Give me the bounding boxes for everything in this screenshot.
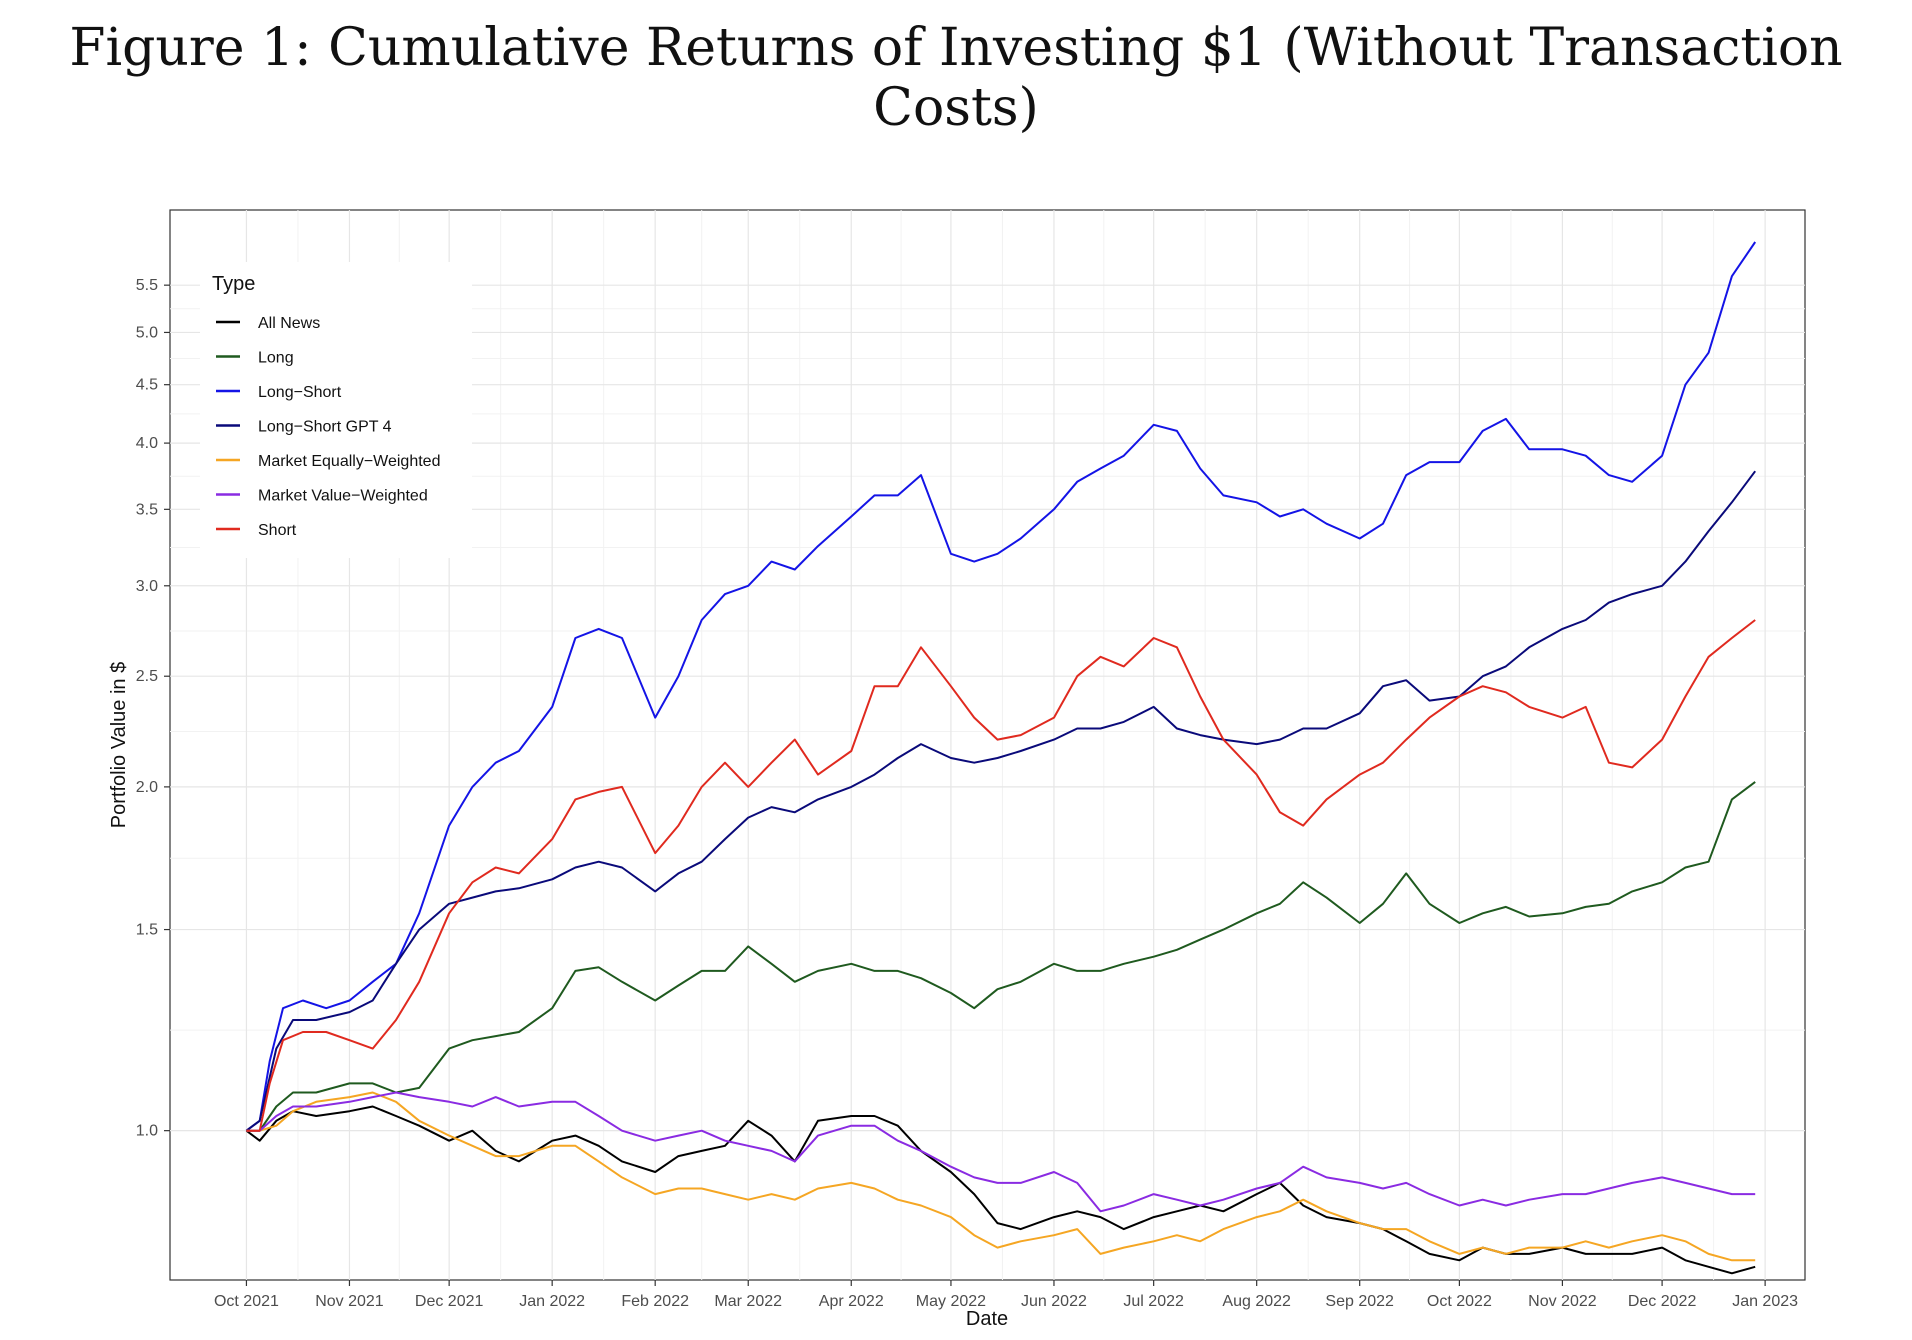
series-line-market-equally-weighted [246,1091,1756,1262]
legend-label: Long−Short GPT 4 [258,419,392,436]
legend-title: Type [212,273,255,295]
x-tick-label: Feb 2022 [621,1293,689,1310]
legend-label: Long−Short [258,384,342,401]
x-axis: Oct 2021 Nov 2021 Dec 2021 Jan 2022 Feb 2022… [214,1280,1798,1310]
legend-label: Short [258,522,297,539]
y-tick-label: 1.5 [136,922,158,939]
x-tick-label: Jan 2023 [1732,1293,1798,1310]
x-tick-label: Sep 2022 [1325,1293,1394,1310]
series-lines [245,241,1757,1275]
y-axis: 1.0 1.5 2.0 2.5 3.0 3.5 4.0 4.5 5.0 5.5 [136,277,170,1140]
series-line-long [246,781,1756,1132]
series-line-long-short-gpt-4 [245,470,1757,1132]
x-tick-label: Oct 2022 [1427,1293,1492,1310]
y-tick-label: 1.0 [136,1123,158,1140]
legend: Type All News Long Long−Short Long−Short GP… [200,262,472,558]
y-tick-label: 2.0 [136,779,158,796]
grid-lines [170,210,1805,1280]
legend-label: Market Equally−Weighted [258,453,440,470]
x-tick-label: Dec 2022 [1628,1293,1697,1310]
y-tick-label: 3.5 [136,501,158,518]
y-tick-label: 2.5 [136,668,158,685]
series-line-market-value-weighted [246,1091,1756,1213]
y-tick-label: 5.0 [136,324,158,341]
legend-background [200,262,472,558]
legend-label: Long [258,350,294,367]
figure-title: Figure 1: Cumulative Returns of Investin… [69,18,1843,138]
x-tick-label: Nov 2021 [315,1293,384,1310]
y-tick-label: 5.5 [136,277,158,294]
legend-label: All News [258,315,320,332]
x-tick-label: Jul 2022 [1123,1293,1184,1310]
series-line-short [246,619,1756,1132]
x-tick-label: Jun 2022 [1021,1293,1087,1310]
x-tick-label: Aug 2022 [1222,1293,1291,1310]
y-tick-label: 4.5 [136,377,158,394]
x-axis-title: Date [966,1308,1008,1330]
x-tick-label: Oct 2021 [214,1293,279,1310]
y-axis-title: Portfolio Value in $ [108,662,130,828]
x-tick-label: Jan 2022 [519,1293,585,1310]
x-tick-label: Dec 2021 [415,1293,484,1310]
x-tick-label: Mar 2022 [714,1293,782,1310]
series-line-long-short [245,241,1757,1132]
x-tick-label: Apr 2022 [819,1293,884,1310]
y-tick-label: 4.0 [136,435,158,452]
legend-label: Market Value−Weighted [258,488,428,505]
y-tick-label: 3.0 [136,578,158,595]
x-tick-label: May 2022 [916,1293,986,1310]
x-tick-label: Nov 2022 [1528,1293,1597,1310]
